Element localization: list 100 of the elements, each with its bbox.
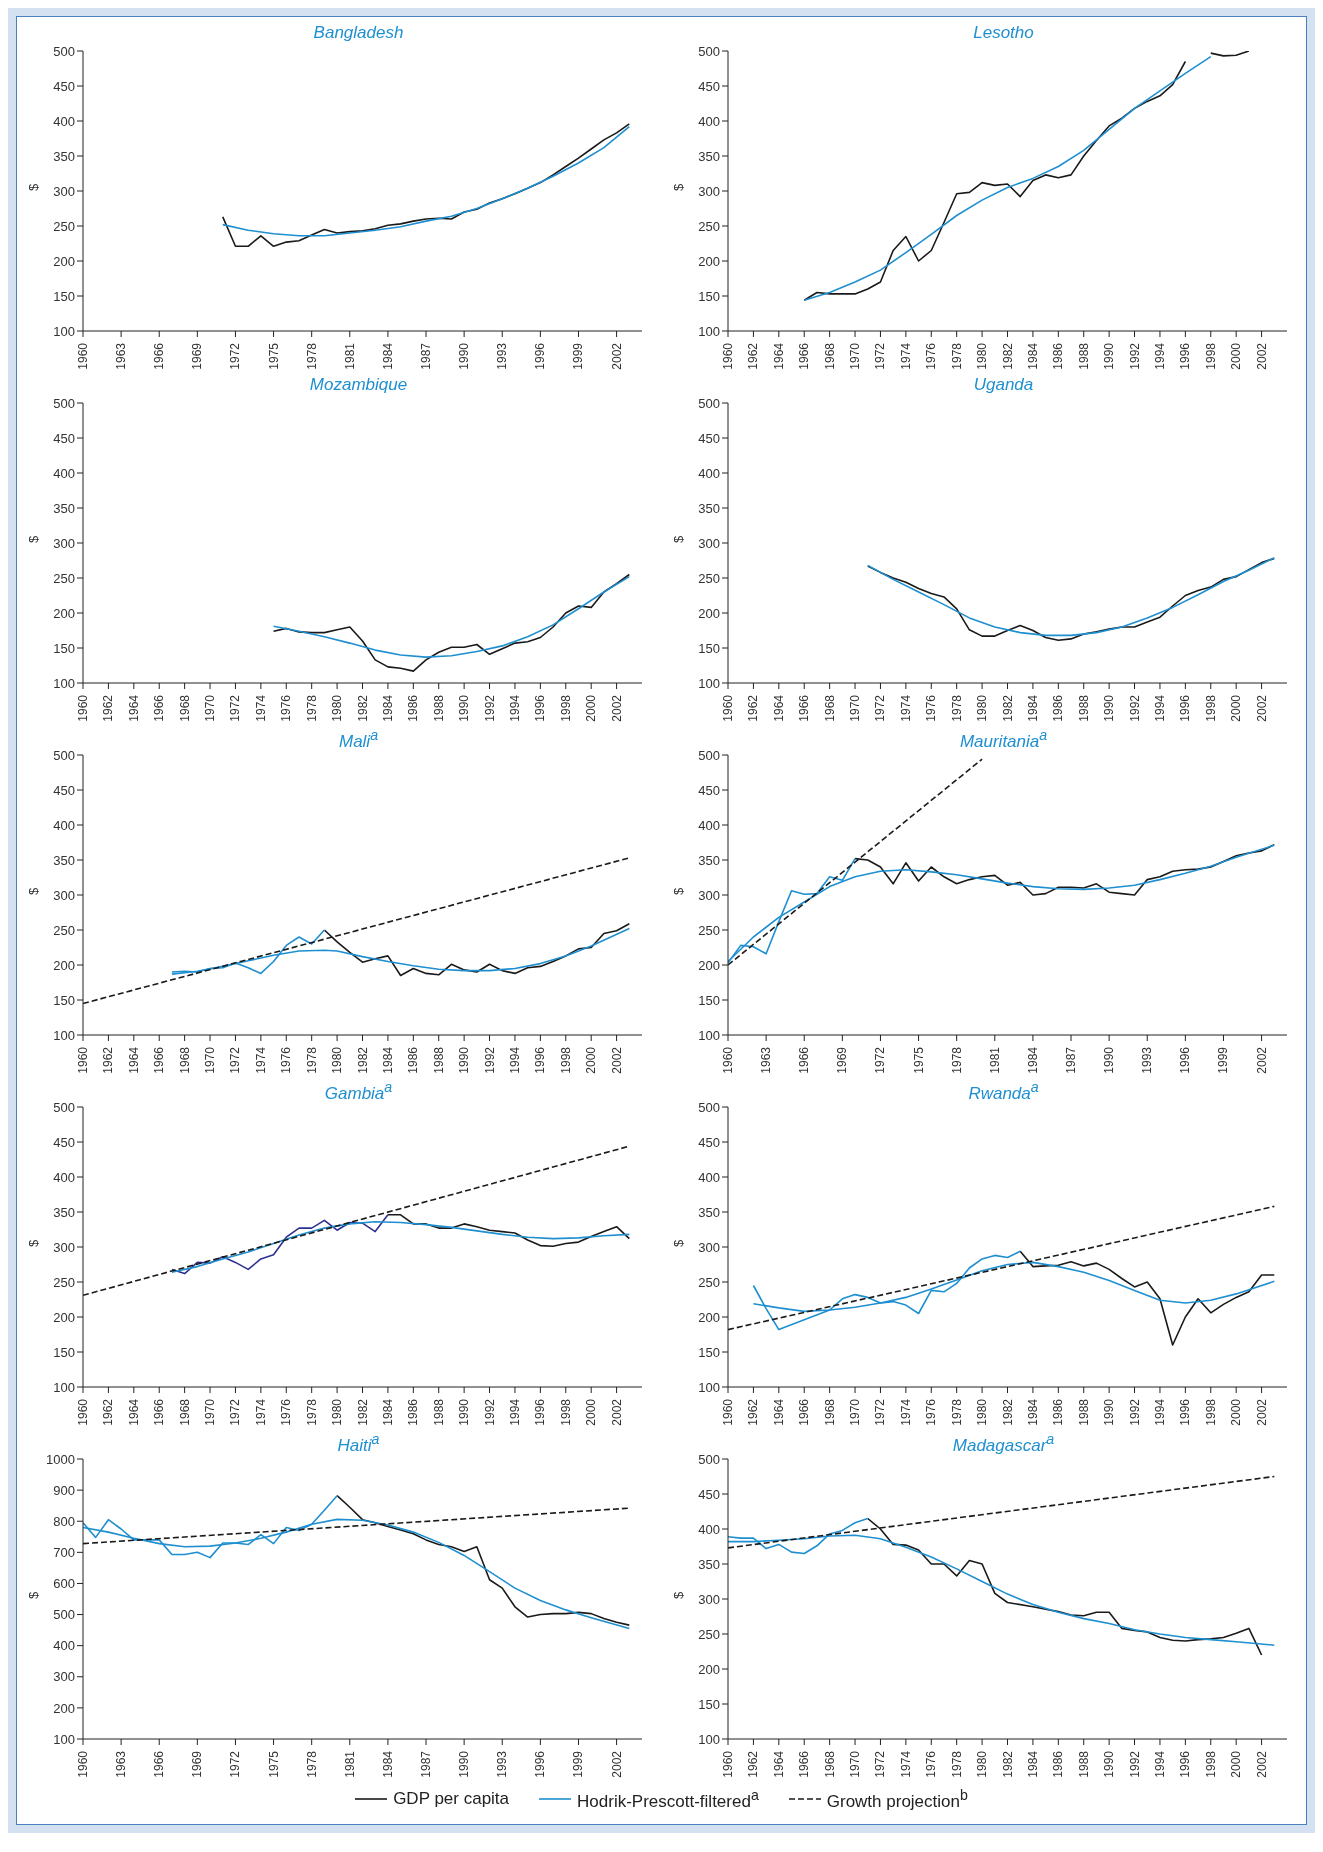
y-tick-label: 1000 xyxy=(46,1451,75,1467)
y-tick-label: 200 xyxy=(53,605,75,621)
x-tick-label: 1994 xyxy=(507,1046,522,1074)
y-axis-title: $ xyxy=(670,183,686,191)
x-tick-label: 1992 xyxy=(1127,1750,1142,1778)
x-tick-label: 1966 xyxy=(152,342,167,370)
x-tick-label: 2002 xyxy=(1254,1750,1269,1778)
y-axis-title: $ xyxy=(25,535,41,543)
x-tick-label: 2002 xyxy=(609,694,624,722)
x-tick-label: 1988 xyxy=(1076,694,1091,722)
y-tick-label: 400 xyxy=(53,1169,75,1185)
x-tick-label: 1999 xyxy=(571,342,586,370)
x-tick-label: 1984 xyxy=(1025,1750,1040,1778)
x-tick-label: 1966 xyxy=(152,694,167,722)
x-tick-label: 1970 xyxy=(203,694,218,722)
y-tick-label: 350 xyxy=(698,1204,720,1220)
x-tick-label: 1964 xyxy=(771,1750,786,1778)
x-tick-label: 1998 xyxy=(1203,342,1218,370)
x-tick-label: 1993 xyxy=(1140,1046,1155,1074)
x-tick-label: 1990 xyxy=(1102,1398,1117,1426)
y-axis-title: $ xyxy=(670,887,686,895)
y-tick-label: 350 xyxy=(698,500,720,516)
y-tick-label: 200 xyxy=(53,1700,75,1716)
y-tick-label: 150 xyxy=(53,640,75,656)
x-tick-label: 1984 xyxy=(1025,342,1040,370)
legend-label: GDP per capita xyxy=(393,1789,510,1810)
x-tick-label: 2002 xyxy=(1254,694,1269,722)
x-tick-label: 1969 xyxy=(835,1046,850,1074)
y-tick-label: 200 xyxy=(698,253,720,269)
x-tick-label: 1996 xyxy=(1178,694,1193,722)
y-tick-label: 350 xyxy=(53,500,75,516)
x-tick-label: 1978 xyxy=(304,1046,319,1074)
y-tick-label: 250 xyxy=(698,922,720,938)
y-tick-label: 250 xyxy=(698,1626,720,1642)
x-tick-label: 1984 xyxy=(380,694,395,722)
x-tick-label: 1962 xyxy=(746,1750,761,1778)
x-tick-label: 1993 xyxy=(495,1750,510,1778)
x-tick-label: 1978 xyxy=(949,694,964,722)
y-tick-label: 300 xyxy=(698,1591,720,1607)
x-tick-label: 1978 xyxy=(949,1398,964,1426)
x-tick-label: 1990 xyxy=(457,342,472,370)
x-tick-label: 1966 xyxy=(152,1750,167,1778)
y-tick-label: 250 xyxy=(53,922,75,938)
x-tick-label: 1986 xyxy=(406,1046,421,1074)
x-tick-label: 1970 xyxy=(848,694,863,722)
x-tick-label: 1987 xyxy=(1064,1046,1079,1074)
y-tick-label: 100 xyxy=(53,1027,75,1043)
y-tick-label: 250 xyxy=(53,1274,75,1290)
x-tick-label: 2002 xyxy=(1254,1398,1269,1426)
x-tick-label: 1972 xyxy=(873,1398,888,1426)
y-tick-label: 200 xyxy=(698,605,720,621)
x-tick-label: 1972 xyxy=(228,694,243,722)
y-tick-label: 100 xyxy=(53,1379,75,1395)
y-tick-label: 100 xyxy=(53,323,75,339)
x-tick-label: 1994 xyxy=(1152,342,1167,370)
x-tick-label: 1992 xyxy=(1127,342,1142,370)
x-tick-label: 1964 xyxy=(771,694,786,722)
x-tick-label: 2000 xyxy=(584,1398,599,1426)
x-tick-label: 1992 xyxy=(482,1398,497,1426)
x-tick-label: 1974 xyxy=(253,1046,268,1074)
x-tick-label: 1984 xyxy=(380,1046,395,1074)
y-tick-label: 250 xyxy=(698,218,720,234)
x-tick-label: 1966 xyxy=(797,1046,812,1074)
x-tick-label: 2002 xyxy=(1254,1046,1269,1074)
x-tick-label: 1994 xyxy=(1152,694,1167,722)
x-tick-label: 1964 xyxy=(126,1046,141,1074)
x-tick-label: 1960 xyxy=(721,1398,735,1426)
x-tick-label: 1962 xyxy=(746,1398,761,1426)
x-tick-label: 2000 xyxy=(1229,1750,1244,1778)
y-tick-label: 300 xyxy=(698,1239,720,1255)
x-tick-label: 1963 xyxy=(759,1046,774,1074)
y-tick-label: 200 xyxy=(698,957,720,973)
x-tick-label: 1996 xyxy=(1178,1398,1193,1426)
y-tick-label: 400 xyxy=(698,817,720,833)
x-tick-label: 1962 xyxy=(746,694,761,722)
chart-title: Lesotho xyxy=(972,23,1035,44)
x-tick-label: 1960 xyxy=(76,342,90,370)
x-tick-label: 1986 xyxy=(1051,342,1066,370)
x-tick-label: 1988 xyxy=(431,1046,446,1074)
x-tick-label: 1984 xyxy=(1025,1398,1040,1426)
x-tick-label: 1980 xyxy=(975,342,990,370)
y-tick-label: 400 xyxy=(698,465,720,481)
x-tick-label: 1964 xyxy=(771,342,786,370)
x-tick-label: 1970 xyxy=(848,342,863,370)
chart-title: Mali$^{a}$ xyxy=(337,727,379,751)
x-tick-label: 1994 xyxy=(1152,1398,1167,1426)
y-axis-title: $ xyxy=(25,1239,41,1247)
y-tick-label: 300 xyxy=(698,887,720,903)
x-tick-label: 1986 xyxy=(1051,1750,1066,1778)
x-tick-label: 1972 xyxy=(228,1046,243,1074)
y-tick-label: 250 xyxy=(53,570,75,586)
x-tick-label: 1974 xyxy=(898,1750,913,1778)
x-tick-label: 1972 xyxy=(228,1750,243,1778)
x-tick-label: 1988 xyxy=(1076,1750,1091,1778)
x-tick-label: 1998 xyxy=(1203,694,1218,722)
x-tick-label: 1962 xyxy=(101,1398,116,1426)
x-tick-label: 1982 xyxy=(1000,342,1015,370)
x-tick-label: 1966 xyxy=(797,342,812,370)
y-tick-label: 150 xyxy=(698,288,720,304)
x-tick-label: 1975 xyxy=(911,1046,926,1074)
